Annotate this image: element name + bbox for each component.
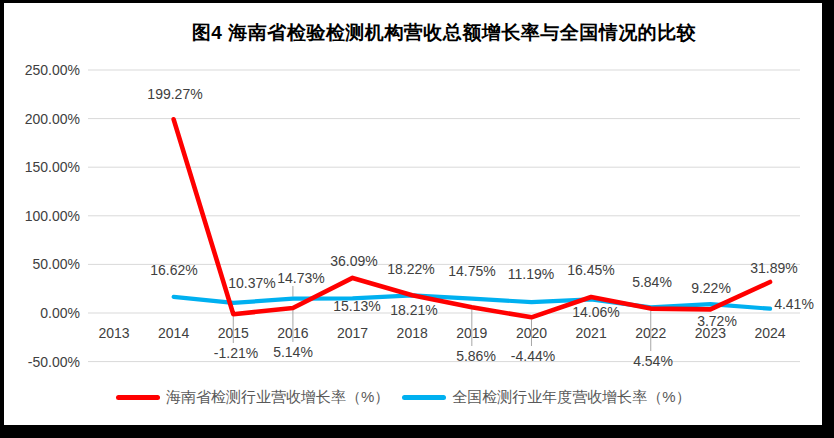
data-label: 4.54% <box>633 353 673 369</box>
frame-border-right <box>822 0 834 438</box>
x-axis-tick-label: 2021 <box>576 325 607 341</box>
data-label: 199.27% <box>147 86 202 102</box>
x-axis-tick-label: 2014 <box>158 325 189 341</box>
data-label: 4.41% <box>774 296 814 312</box>
x-axis-tick-label: 2024 <box>754 325 785 341</box>
data-label: 16.45% <box>567 262 614 278</box>
y-axis-tick-label: 250.00% <box>25 62 80 78</box>
data-label: 31.89% <box>750 260 797 276</box>
x-axis-tick-label: 2018 <box>397 325 428 341</box>
frame-border-bottom <box>0 425 834 438</box>
data-label: 36.09% <box>330 253 377 269</box>
data-label: 9.22% <box>691 280 731 296</box>
data-label: 18.21% <box>390 302 437 318</box>
legend-line-hainan-icon <box>116 395 160 400</box>
legend-label-national: 全国检测行业年度营收增长率（%） <box>452 388 690 407</box>
data-label: 10.37% <box>228 275 275 291</box>
data-label: 11.19% <box>508 266 554 282</box>
data-label: 5.84% <box>632 274 672 290</box>
data-label: 14.73% <box>277 270 324 286</box>
figure-page: 图4 海南省检验检测机构营收总额增长率与全国情况的比较 250.00%200.0… <box>0 0 834 438</box>
data-label: 18.22% <box>387 261 434 277</box>
x-axis-tick-label: 2013 <box>98 325 129 341</box>
data-label: 14.75% <box>448 263 495 279</box>
data-label: 5.86% <box>456 348 496 364</box>
data-label: 3.72% <box>697 313 737 329</box>
y-axis-tick-label: 150.00% <box>25 159 80 175</box>
legend: 海南省检测行业营收增长率（%） 全国检测行业年度营收增长率（%） <box>116 387 704 407</box>
y-axis-tick-label: 0.00% <box>40 305 80 321</box>
y-axis-tick-label: 100.00% <box>25 208 80 224</box>
y-axis-tick-label: 200.00% <box>25 111 80 127</box>
y-axis-tick-label: -50.00% <box>28 354 80 370</box>
data-label: -4.44% <box>511 348 555 364</box>
data-label: -1.21% <box>214 345 258 361</box>
data-label: 16.62% <box>150 262 197 278</box>
revenue-growth-line-chart: 250.00% 200.00% 150.00% 100.00% 50.00% 0.00% -… <box>0 0 834 438</box>
legend-line-national-icon <box>402 395 446 400</box>
y-axis-tick-label: 50.00% <box>33 256 80 272</box>
x-axis-tick-label: 2017 <box>337 325 368 341</box>
frame-border-top <box>0 0 834 3</box>
data-label: 15.13% <box>333 298 380 314</box>
data-label: 5.14% <box>273 344 313 360</box>
frame-border-left <box>0 0 4 438</box>
data-label: 14.06% <box>572 304 619 320</box>
legend-label-hainan: 海南省检测行业营收增长率（%） <box>166 388 389 407</box>
